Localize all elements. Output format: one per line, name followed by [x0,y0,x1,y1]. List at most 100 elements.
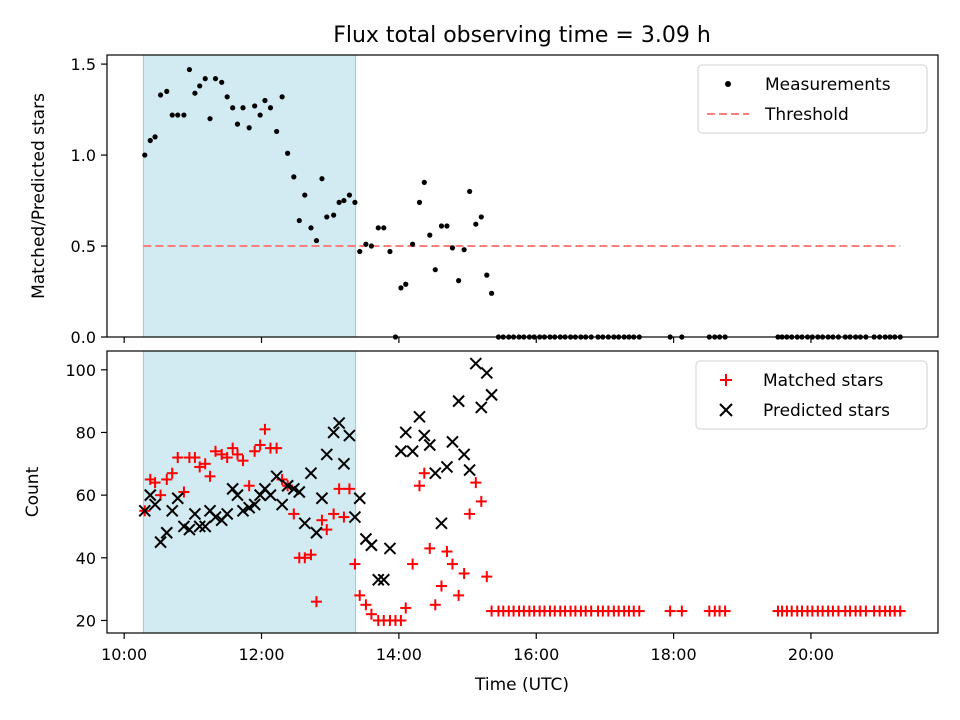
observing-time-span-bottom [142,350,357,634]
predicted-star-point-b [148,498,162,511]
predicted-star-point-b [177,520,191,533]
legend-predicted-marker [719,403,733,417]
predicted-star-point-b [435,517,448,530]
top-x-ticks [123,337,812,343]
matched-star-point [221,452,233,464]
predicted-star-point-b [457,448,471,461]
measurement-point [319,176,325,182]
matched-star-point [204,470,216,482]
y-tick-label: 100 [65,361,96,380]
measurement-point [285,150,291,156]
predicted-star-point [377,573,390,586]
matched-star-point [199,458,211,470]
y-tick-label: 0.0 [71,328,96,347]
predicted-star-point-b [144,488,157,502]
legend-matched-marker [720,374,732,386]
predicted-star-point [160,526,173,539]
predicted-star-point-b [315,492,329,505]
measurement-point [142,152,148,158]
predicted-star-point [281,479,294,492]
measurement-point [346,192,353,198]
measurement-point [169,112,175,118]
predicted-star-point [469,357,483,370]
y-tick-label: 40 [76,549,96,568]
measurement-point [444,223,450,229]
matched-star-point [435,580,447,592]
measurement-point [267,105,274,111]
bottom-y-ticks: 20 40 60 80 100 [65,361,107,630]
predicted-star-point-b [248,498,261,511]
predicted-star-point-b [353,492,366,505]
top-plot-frame [106,54,939,338]
predicted-star-point-b [154,535,167,549]
predicted-star-point [435,517,448,530]
predicted-star-point-b [253,488,267,502]
predicted-star-point-b [475,401,488,414]
matched-star-point [316,514,328,526]
matched-star-point [321,524,333,536]
measurement-point [341,197,347,204]
matched-star-point [894,605,906,617]
measurement-point [363,241,369,247]
matched-star-point [288,508,300,520]
measurement-point [484,272,490,278]
matched-star-point [418,467,430,479]
measurement-point [234,121,241,127]
matched-star-point [458,567,470,579]
predicted-star-point-b [452,394,465,408]
measurement-point [449,245,456,251]
matched-star-point [333,483,345,495]
matched-star-point [310,596,322,608]
matched-star-point [189,452,201,464]
measurement-point [175,112,181,118]
predicted-star-point [446,435,459,449]
predicted-star-point-b [270,470,283,483]
predicted-star-point [304,466,318,480]
predicted-star-point [480,366,493,380]
predicted-star-point-b [220,507,234,521]
predicted-star-point-b [343,429,356,442]
matched-star-point [231,448,243,460]
predicted-star-point-b [171,492,184,505]
predicted-star-point [298,517,311,530]
measurement-point [302,192,308,198]
x-axis-label: Time (UTC) [474,675,569,695]
measurement-point [296,217,302,224]
bottom-legend: Matched stars Predicted stars [695,360,928,430]
measurement-point [467,188,473,195]
matched-star-point [338,511,350,523]
predicted-star-point [343,429,356,442]
matched-star-point [464,508,476,520]
measurement-point [456,278,462,284]
predicted-star-point-b [383,542,397,555]
predicted-star-point [209,510,222,524]
predicted-star-point-b [485,388,498,402]
observing-time-span [142,54,357,338]
predicted-star-point-b [203,504,217,518]
measurement-point [257,112,263,118]
measurement-point [181,112,187,118]
measurement-point [324,214,330,220]
top-y-axis-label: Matched/Predicted stars [29,93,49,299]
measurement-point [224,94,230,100]
predicted-star-point [144,488,157,502]
top-legend-frame [697,64,928,134]
bottom-marks [138,357,906,626]
matched-star-point [441,546,453,558]
predicted-star-point-b [372,573,385,586]
legend-measurement-marker [725,81,731,87]
predicted-star-point [406,445,419,458]
predicted-star-point-b [138,504,151,518]
predicted-star-point [320,448,333,461]
predicted-star-point [475,401,488,414]
measurement-point [212,76,219,82]
measurement-point [387,248,393,255]
measurement-point [192,90,198,96]
matched-star-point [249,445,261,457]
measurement-point [381,225,387,231]
y-tick-label: 0.5 [71,237,96,256]
predicted-star-point [248,498,261,511]
predicted-star-point-b [365,539,378,552]
measurement-point [147,137,153,144]
measurement-point [352,199,358,205]
